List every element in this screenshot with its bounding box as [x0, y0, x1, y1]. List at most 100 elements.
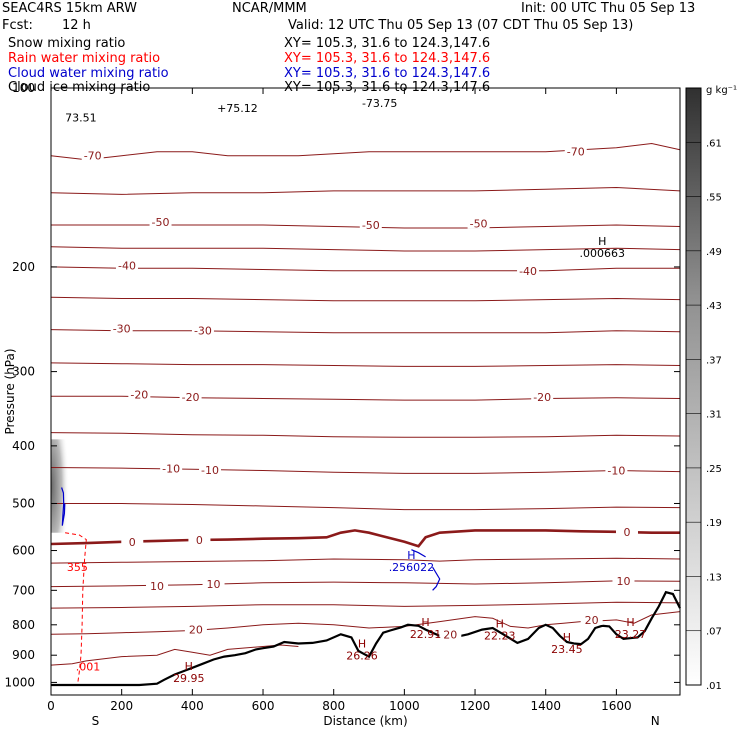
high-marker: H	[185, 660, 193, 673]
cloud-water-contour	[411, 549, 426, 558]
isotherm--25	[50, 362, 681, 367]
isotherm-label-bg	[531, 390, 554, 402]
high-marker: H	[626, 616, 634, 629]
y-tick-label: 600	[12, 544, 35, 558]
isotherm-label: -50	[470, 217, 488, 230]
isotherm-label: 10	[207, 578, 221, 591]
colorbar-tick-label: .31	[706, 410, 722, 421]
model-title: SEAC4RS 15km ARW	[2, 1, 138, 16]
colorbar-tick-label: .37	[706, 355, 722, 366]
isotherm-label-bg	[128, 388, 151, 400]
isotherm--40	[50, 266, 680, 272]
end-label-north: N	[651, 714, 660, 728]
isotherm-label-bg	[439, 628, 462, 640]
isotherm-0	[50, 529, 680, 548]
high-value: 22.91	[410, 628, 442, 641]
colorbar-tick-label: .43	[706, 301, 722, 312]
isotherm-label-bg	[605, 464, 628, 476]
isotherm-label: 0	[129, 536, 136, 549]
isotherm-label: 20	[189, 624, 203, 637]
field-name-cloud-water: Cloud water mixing ratio	[8, 66, 169, 81]
isotherm-label: 10	[150, 580, 164, 593]
isotherm--20	[51, 395, 681, 401]
high-marker: H	[496, 618, 504, 631]
high-value: 29.95	[173, 672, 205, 685]
fcst-value: 12 h	[62, 18, 91, 33]
isotherm-25	[50, 644, 299, 666]
y-tick-label: 900	[12, 648, 35, 662]
isotherm-label-bg	[199, 463, 222, 475]
isotherm-label: -10	[162, 463, 180, 476]
colorbar-tick-label: .25	[706, 464, 722, 475]
isotherm-label-bg	[188, 533, 211, 545]
high-marker: H	[598, 235, 606, 248]
y-tick-label: 100	[12, 81, 35, 95]
cloud-water-contour	[61, 487, 66, 526]
high-marker: H	[358, 637, 366, 650]
init-time: Init: 00 UTC Thu 05 Sep 13	[521, 1, 696, 16]
rain-label: .001	[76, 661, 101, 674]
x-tick-label: 0	[47, 699, 55, 713]
valid-time: Valid: 12 UTC Thu 05 Sep 13 (07 CDT Thu …	[288, 18, 634, 33]
ice-shading	[51, 439, 69, 533]
high-marker: H	[563, 631, 571, 644]
high-value: 23.27	[615, 628, 647, 641]
top-annotation: -73.75	[362, 97, 397, 110]
high-value: .256022	[389, 561, 435, 574]
isotherm-label-bg	[612, 574, 635, 586]
isotherm-label: -70	[84, 150, 102, 163]
y-tick-label: 200	[12, 260, 35, 274]
isotherm-label-bg	[149, 215, 172, 227]
isotherm-15	[50, 601, 681, 609]
terrain-line	[51, 590, 681, 687]
cloud-water-contour	[432, 566, 441, 591]
top-annotation: +75.12	[217, 102, 258, 115]
colorbar-tick-label: .55	[706, 193, 722, 204]
high-value: 23.45	[551, 643, 583, 656]
isotherm--10	[50, 467, 681, 474]
rain-label: 355	[67, 561, 88, 574]
isotherm-label-bg	[615, 525, 638, 537]
x-axis-label: Distance (km)	[323, 714, 407, 728]
isotherm--15	[50, 432, 681, 438]
top-annotation: 73.51	[65, 111, 97, 124]
y-axis-label: Pressure (hPa)	[3, 348, 17, 434]
y-tick-label: 500	[12, 496, 35, 510]
isotherm-label-bg	[564, 145, 587, 157]
isotherm-label: -20	[182, 391, 200, 404]
isotherm-label-bg	[517, 264, 540, 276]
plot-frame	[50, 87, 681, 696]
field-xy-cloud-water: XY= 105.3, 31.6 to 124.3,147.6	[284, 66, 491, 81]
y-tick-label: 300	[12, 365, 35, 379]
org-label: NCAR/MMM	[232, 1, 307, 16]
isotherm-label: -40	[519, 265, 537, 278]
fcst-label: Fcst:	[2, 18, 33, 33]
isotherm--30	[50, 329, 681, 334]
x-tick-label: 600	[252, 699, 275, 713]
isotherm-label-bg	[580, 613, 603, 625]
colorbar-tick-label: .19	[706, 518, 722, 529]
isotherm-label-bg	[191, 324, 214, 336]
colorbar-tick-label: .07	[706, 627, 722, 638]
isotherm-label-bg	[81, 149, 104, 161]
rain-contour	[65, 532, 87, 686]
colorbar	[685, 87, 702, 686]
isotherm-label-bg	[160, 462, 183, 474]
isotherm-label-bg	[359, 218, 382, 230]
field-xy-rain: XY= 105.3, 31.6 to 124.3,147.6	[284, 51, 491, 66]
isotherm-5	[50, 557, 681, 564]
isotherm-label-bg	[184, 623, 207, 635]
isotherm-label-bg	[467, 217, 490, 229]
x-tick-label: 400	[181, 699, 204, 713]
y-tick-label: 1000	[4, 675, 35, 689]
isotherm-label: 20	[443, 628, 457, 641]
isotherm-label: 20	[585, 614, 599, 627]
isotherm-label: -10	[201, 464, 219, 477]
isotherm-10	[50, 580, 681, 588]
isotherm-label: 0	[196, 534, 203, 547]
field-name-rain: Rain water mixing ratio	[8, 51, 161, 66]
high-value: .000663	[580, 247, 626, 260]
field-xy-snow: XY= 105.3, 31.6 to 124.3,147.6	[284, 36, 491, 51]
